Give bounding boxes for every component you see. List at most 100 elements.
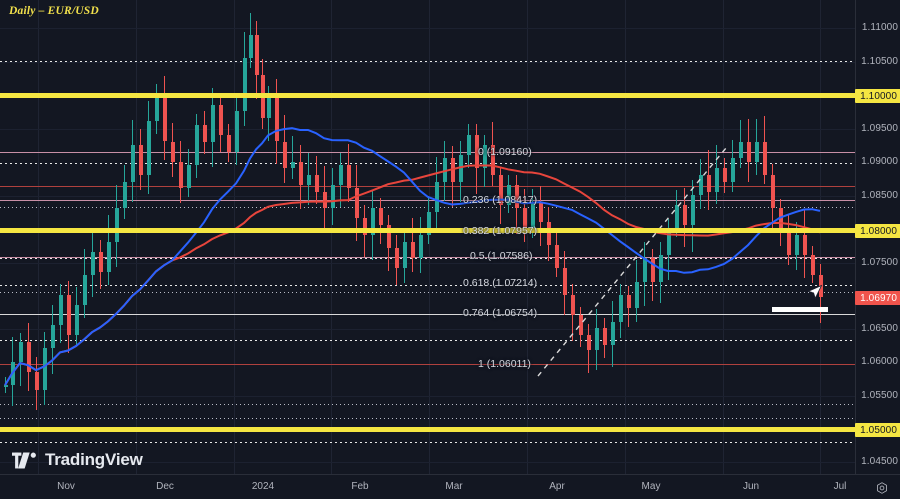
candle-body [298,161,303,185]
price-axis-tick: 1.06000 [861,356,898,367]
candle-body [146,121,151,175]
candle-body [642,258,647,282]
candle-body [538,201,543,222]
tradingview-logo: TradingView [12,450,143,470]
candle-body [322,191,327,209]
candle-body [746,141,751,162]
candle-body [546,221,551,245]
candle-body [370,208,375,235]
horizontal-gridline [0,462,855,463]
vertical-gridline [527,0,528,474]
mouse-cursor [806,283,824,306]
fib-label-0-5: 0.5 (1.07586) [470,250,533,262]
candle-body [530,201,535,229]
candle-body [106,241,111,272]
time-axis-tick: Jul [833,481,847,492]
candle-body [138,144,143,175]
candle-body [514,184,519,209]
time-axis-tick: Mar [445,481,463,492]
candle-body [58,295,63,326]
horizontal-gridline [0,62,855,63]
fib-label-0-618: 0.618 (1.07214) [463,277,538,289]
support-zone-marker [772,307,828,312]
dotted-level-line [0,207,855,208]
dotted-level-line [0,163,855,164]
vertical-gridline [625,0,626,474]
candle-wick [292,136,293,179]
candle-body [594,328,599,350]
dotted-level-line [0,258,855,259]
fib-label-0: 0 (1.09160) [478,146,532,158]
candle-body [498,174,503,205]
candle-body [3,385,8,387]
candle-body [98,251,103,272]
tradingview-logo-text: TradingView [45,450,143,469]
candle-body [698,174,703,195]
key-level-108000 [0,228,855,233]
candle-body [810,255,815,276]
candle-body [254,34,259,75]
candle-body [26,341,31,372]
horizontal-gridline [0,129,855,130]
chart-title: Daily – EUR/USD [9,5,99,17]
candle-body [314,174,319,192]
time-axis-tick: 2024 [251,481,275,492]
fib-label-0-236: 0.236 (1.08417) [463,194,538,206]
candle-body [50,325,55,349]
candle-body [410,241,415,259]
candle-body [186,164,191,189]
candle-body [162,98,167,142]
fib-line-0 [0,152,855,153]
candle-body [722,168,727,182]
ascending-trendline [537,147,727,377]
tradingview-mark [12,452,36,468]
candle-body [266,98,271,119]
price-axis-tick: 1.04500 [861,456,898,467]
candle-body [794,234,799,255]
candle-body [90,251,95,276]
vertical-gridline [331,0,332,474]
candle-body [714,168,719,192]
vertical-gridline [429,0,430,474]
dotted-level-line [0,418,855,419]
candle-body [122,181,127,209]
candle-body [210,104,215,142]
time-axis-tick: Apr [549,481,565,492]
price-axis-tick: 1.05000 [855,423,900,437]
candle-body [418,234,423,259]
price-axis[interactable]: 1.11000 1.10500 1.10000 1.09500 1.09000 1.085… [855,0,900,474]
fast-moving-average-line [4,127,821,386]
time-axis-tick: Dec [156,481,174,492]
candle-body [426,211,431,235]
candle-body [762,141,767,175]
price-axis-tick: 1.06500 [861,323,898,334]
candle-body [274,98,279,142]
candle-body [290,161,295,169]
gear-icon[interactable] [876,482,888,497]
price-axis-tick: 1.08000 [855,224,900,238]
candle-body [130,144,135,182]
candle-body [618,295,623,322]
key-level-105000 [0,427,855,432]
fib-line-236 [0,200,855,201]
candle-body [466,134,471,155]
candle-body [482,144,487,169]
candle-body [354,188,359,219]
vertical-gridline [820,0,821,474]
price-axis-tick: 1.11000 [861,22,898,33]
dotted-level-line [0,292,855,293]
candle-body [394,248,399,269]
candle-body [506,184,511,205]
vertical-gridline [38,0,39,474]
slow-moving-average-line [4,164,821,386]
fib-line-618 [0,285,855,286]
indicator-overlay [4,127,821,386]
dotted-level-line [0,442,855,443]
time-axis[interactable]: Nov Dec 2024 Feb Mar Apr May Jun Jul [0,474,900,499]
candle-body [522,208,527,229]
fib-line-764 [0,314,855,315]
candle-body [114,208,119,242]
fib-line-1 [0,364,855,365]
candle-body [194,124,199,165]
chart-plot-area[interactable]: 0 (1.09160) 0.236 (1.08417) 0.382 (1.07957… [0,0,855,474]
